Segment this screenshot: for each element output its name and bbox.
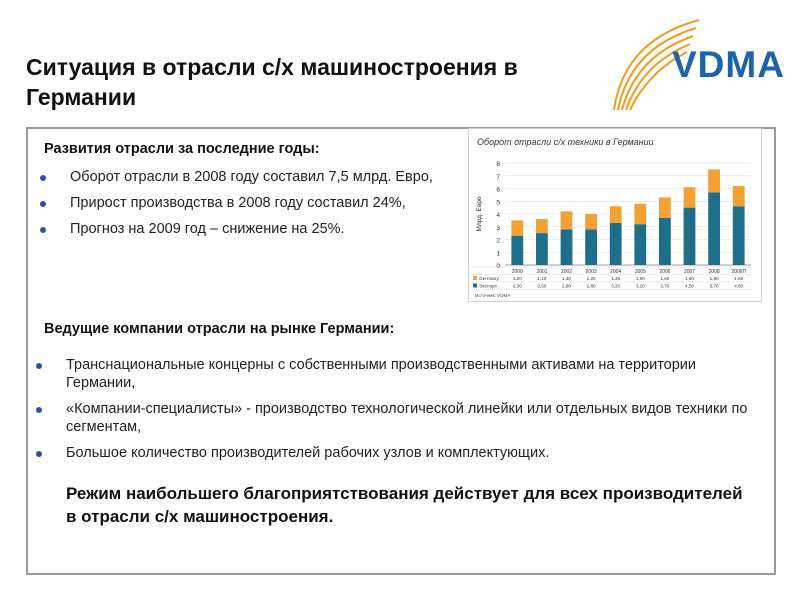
bar-germany [708,169,721,193]
list-item: Прирост производства в 2008 году состави… [40,194,470,212]
bar-germany [535,219,548,234]
bar-экспорт [658,217,671,265]
note-text: Режим наибольшего благоприятствования де… [66,484,743,526]
data-table-value: 5,70 [710,284,719,289]
bullet-icon [40,227,46,233]
chart-source: Источник: VDMA [475,293,511,298]
page-title: Ситуация в отрасли с/х машиностроения в … [26,54,518,110]
bar-экспорт [535,233,548,265]
bar-germany [560,211,573,230]
list-item: «Компании-специалисты» - производство те… [36,400,766,436]
list-item-text: Оборот отрасли в 2008 году составил 7,5 … [70,169,433,185]
bar-germany [732,185,745,207]
logo-arcs-icon [613,19,700,111]
list-item-text: Прирост производства в 2008 году состави… [70,195,406,211]
section1-list: Оборот отрасли в 2008 году составил 7,5 … [40,168,470,246]
y-tick-label: 4 [496,212,500,219]
data-table-value: 1,80 [710,276,719,281]
data-table-value: 3,30 [611,284,620,289]
data-table-value: 3,70 [660,284,669,289]
bullet-icon [36,363,42,369]
list-item: Оборот отрасли в 2008 году составил 7,5 … [40,168,470,186]
bar-экспорт [585,229,598,265]
bar-экспорт [683,207,696,265]
data-table-value: 1,20 [513,276,522,281]
x-tick-label: 2002 [561,269,572,275]
list-item: Прогноз на 2009 год – снижение на 25%. [40,220,470,238]
section2-list: Транснациональные концерны с собственным… [36,356,766,470]
y-tick-label: 2 [496,238,500,245]
y-tick-label: 3 [496,225,500,232]
list-item: Транснациональные концерны с собственным… [36,356,766,392]
data-table-value: 3,20 [636,284,645,289]
bar-germany [683,187,696,208]
bullet-icon [40,175,46,181]
bar-экспорт [634,224,647,265]
turnover-chart: Оборот отрасли с/х техники в Германии 0 1 2… [468,128,762,302]
legend-swatch [473,276,477,280]
data-table-value: 2,80 [587,284,596,289]
x-tick-label: 2004 [610,269,621,275]
data-table-value: 4,60 [734,284,743,289]
data-table-value: 1,60 [660,276,669,281]
x-tick-label: 2001 [536,269,547,275]
y-tick-label: 6 [496,187,500,194]
bar-экспорт [511,235,524,265]
x-tick-label: 2009П [731,269,746,275]
data-table-value: 1,30 [611,276,620,281]
y-tick-label: 1 [496,250,500,257]
data-table-value: 2,30 [513,284,522,289]
bullet-icon [36,451,42,457]
legend-label: Экспорт [479,284,498,290]
x-tick-label: 2008 [709,269,720,275]
x-tick-label: 2003 [586,269,597,275]
vdma-logo [613,19,700,111]
bar-germany [585,214,598,230]
data-table-value: 1,20 [587,276,596,281]
vdma-logo-text: VDMA [672,44,785,85]
legend-label: Germany [479,276,499,282]
bar-germany [634,203,647,225]
x-tick-label: 2007 [684,269,695,275]
x-tick-label: 2005 [635,269,646,275]
legend-swatch [473,283,477,288]
bullet-icon [40,201,46,207]
chart-title: Оборот отрасли с/х техники в Германии [477,137,654,147]
data-table-value: 1,60 [734,276,743,281]
data-table-value: 1,40 [562,276,571,281]
bullet-icon [36,407,42,413]
list-item-text: Прогноз на 2009 год – снижение на 25%. [70,221,345,237]
bar-экспорт [732,206,745,265]
x-tick-label: 2006 [659,269,670,275]
data-table-value: 2,80 [562,284,571,289]
x-tick-label: 2000 [512,269,523,275]
data-table-value: 2,50 [537,284,546,289]
data-table-value: 4,50 [685,284,694,289]
list-item-text: Транснациональные концерны с собственным… [66,357,697,391]
y-tick-label: 0 [496,263,500,270]
list-item-text: «Компании-специалисты» - производство те… [66,401,748,435]
bar-экспорт [708,192,721,265]
y-axis-label: Млрд. Евро [476,196,483,231]
bar-экспорт [609,222,622,265]
list-item: Большое количество производителей рабочи… [36,444,766,462]
section1-heading: Развития отрасли за последние годы: [44,141,320,157]
bar-germany [511,220,524,236]
list-item-text: Большое количество производителей рабочи… [66,445,550,461]
section2-heading: Ведущие компании отрасли на рынке Герман… [44,321,395,337]
bar-экспорт [560,229,573,265]
data-table-value: 1,10 [537,276,546,281]
data-table-value: 1,60 [636,276,645,281]
y-tick-label: 7 [496,174,500,181]
bar-germany [658,197,671,218]
data-table-value: 1,60 [685,276,694,281]
bar-germany [609,206,622,223]
y-tick-label: 5 [496,199,500,206]
chart-svg: Оборот отрасли с/х техники в Германии 0 1 2… [471,137,751,298]
y-tick-label: 8 [496,161,500,168]
